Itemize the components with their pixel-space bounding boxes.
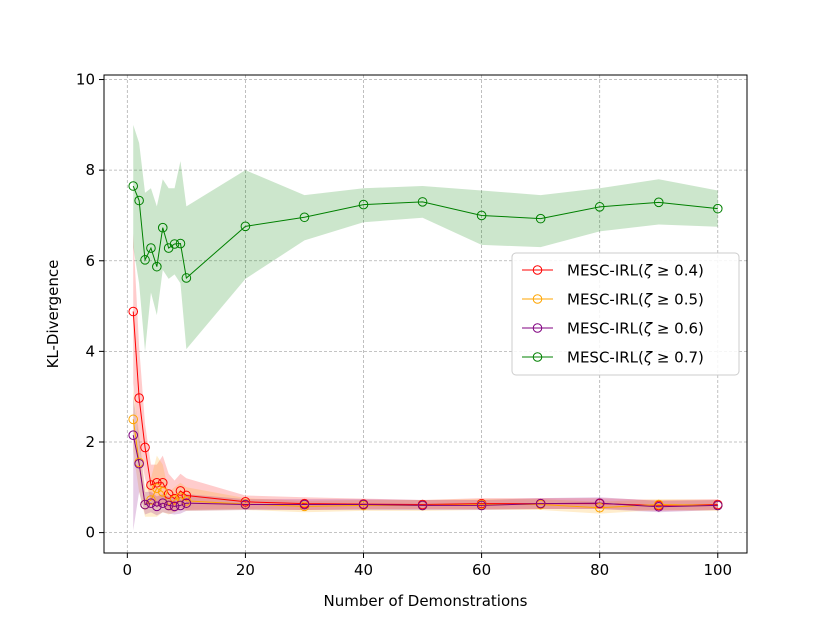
- data-point: [417, 197, 428, 207]
- data-point: [476, 210, 487, 221]
- data-point: [712, 500, 723, 511]
- data-point: [240, 221, 251, 232]
- data-point: [240, 499, 251, 510]
- y-tick-label: 2: [85, 433, 95, 451]
- y-tick-label: 6: [85, 252, 95, 270]
- legend-label: MESC-IRL(ζ ≥ 0.5): [567, 291, 704, 309]
- data-point: [140, 499, 150, 510]
- data-point: [152, 501, 162, 512]
- data-point: [653, 501, 664, 512]
- series-band-1: [133, 387, 718, 517]
- x-tick-label: 80: [590, 561, 609, 579]
- data-point: [146, 495, 156, 505]
- x-tick-label: 0: [123, 561, 133, 579]
- legend-marker: [532, 265, 543, 275]
- data-point: [181, 273, 192, 283]
- x-tick-label: 60: [472, 561, 491, 579]
- data-point: [358, 499, 369, 510]
- legend-label: MESC-IRL(ζ ≥ 0.7): [567, 349, 704, 367]
- data-point: [299, 499, 310, 510]
- y-axis: 0 2 4 6 8 10: [76, 71, 104, 542]
- series-line-2: [132, 435, 718, 508]
- x-axis-label: Number of Demonstrations: [324, 592, 528, 610]
- data-point: [181, 498, 192, 508]
- data-point: [128, 430, 139, 440]
- legend-box: [511, 252, 740, 376]
- data-point: [134, 458, 144, 469]
- data-point: [476, 500, 487, 511]
- x-tick-label: 100: [703, 561, 732, 579]
- data-point: [181, 496, 192, 506]
- y-tick-label: 8: [85, 161, 95, 179]
- legend: MESC-IRL(ζ ≥ 0.4) MESC-IRL(ζ ≥ 0.5) MESC-I…: [511, 252, 740, 376]
- y-axis-label: KL-Divergence: [44, 260, 62, 369]
- data-point: [163, 489, 174, 499]
- y-tick-label: 0: [85, 524, 95, 542]
- data-point: [535, 498, 546, 509]
- legend-marker: [532, 352, 543, 362]
- data-point: [653, 499, 664, 510]
- series-line-3: [132, 185, 718, 279]
- series-line-1: [132, 419, 718, 509]
- data-point: [175, 238, 186, 249]
- x-tick-label: 40: [354, 561, 373, 579]
- confidence-bands: [133, 124, 718, 531]
- data-point: [128, 306, 139, 317]
- legend-label: MESC-IRL(ζ ≥ 0.6): [567, 320, 704, 338]
- legend-marker: [532, 323, 543, 333]
- data-point: [358, 199, 369, 210]
- y-tick-label: 4: [85, 342, 95, 360]
- x-axis: 0 20 40 60 80 100: [123, 553, 732, 579]
- legend-marker: [532, 294, 543, 304]
- data-point: [175, 500, 186, 511]
- data-point: [175, 486, 186, 496]
- data-point: [169, 239, 180, 249]
- data-point: [157, 487, 168, 497]
- data-point: [134, 393, 144, 403]
- data-point: [712, 203, 723, 214]
- plot-frame: [103, 74, 748, 554]
- x-tick-label: 20: [236, 561, 255, 579]
- y-tick-label: 10: [76, 71, 95, 89]
- data-point: [146, 498, 156, 508]
- data-point: [140, 442, 150, 453]
- data-point: [169, 501, 180, 512]
- data-point: [163, 500, 174, 511]
- data-point: [152, 261, 162, 272]
- data-point: [594, 502, 605, 513]
- data-point: [417, 500, 428, 511]
- series-markers: [128, 181, 723, 513]
- series-band-3: [133, 124, 718, 352]
- data-point: [535, 213, 546, 224]
- data-point: [169, 495, 180, 505]
- data-point: [146, 243, 156, 253]
- data-point: [134, 195, 144, 206]
- data-point: [140, 255, 150, 265]
- data-point: [146, 480, 156, 490]
- series-lines: [132, 185, 718, 509]
- data-point: [299, 212, 310, 223]
- data-point: [157, 222, 168, 233]
- data-point: [653, 197, 664, 208]
- data-point: [157, 498, 168, 508]
- data-point: [152, 477, 162, 488]
- data-point: [240, 497, 251, 507]
- series-band-0: [133, 233, 718, 513]
- legend-label: MESC-IRL(ζ ≥ 0.4): [567, 262, 704, 280]
- data-point: [181, 490, 192, 501]
- data-point: [128, 181, 139, 191]
- data-point: [128, 414, 139, 425]
- series-band-2: [133, 396, 718, 531]
- data-point: [594, 202, 605, 212]
- data-point: [594, 498, 605, 508]
